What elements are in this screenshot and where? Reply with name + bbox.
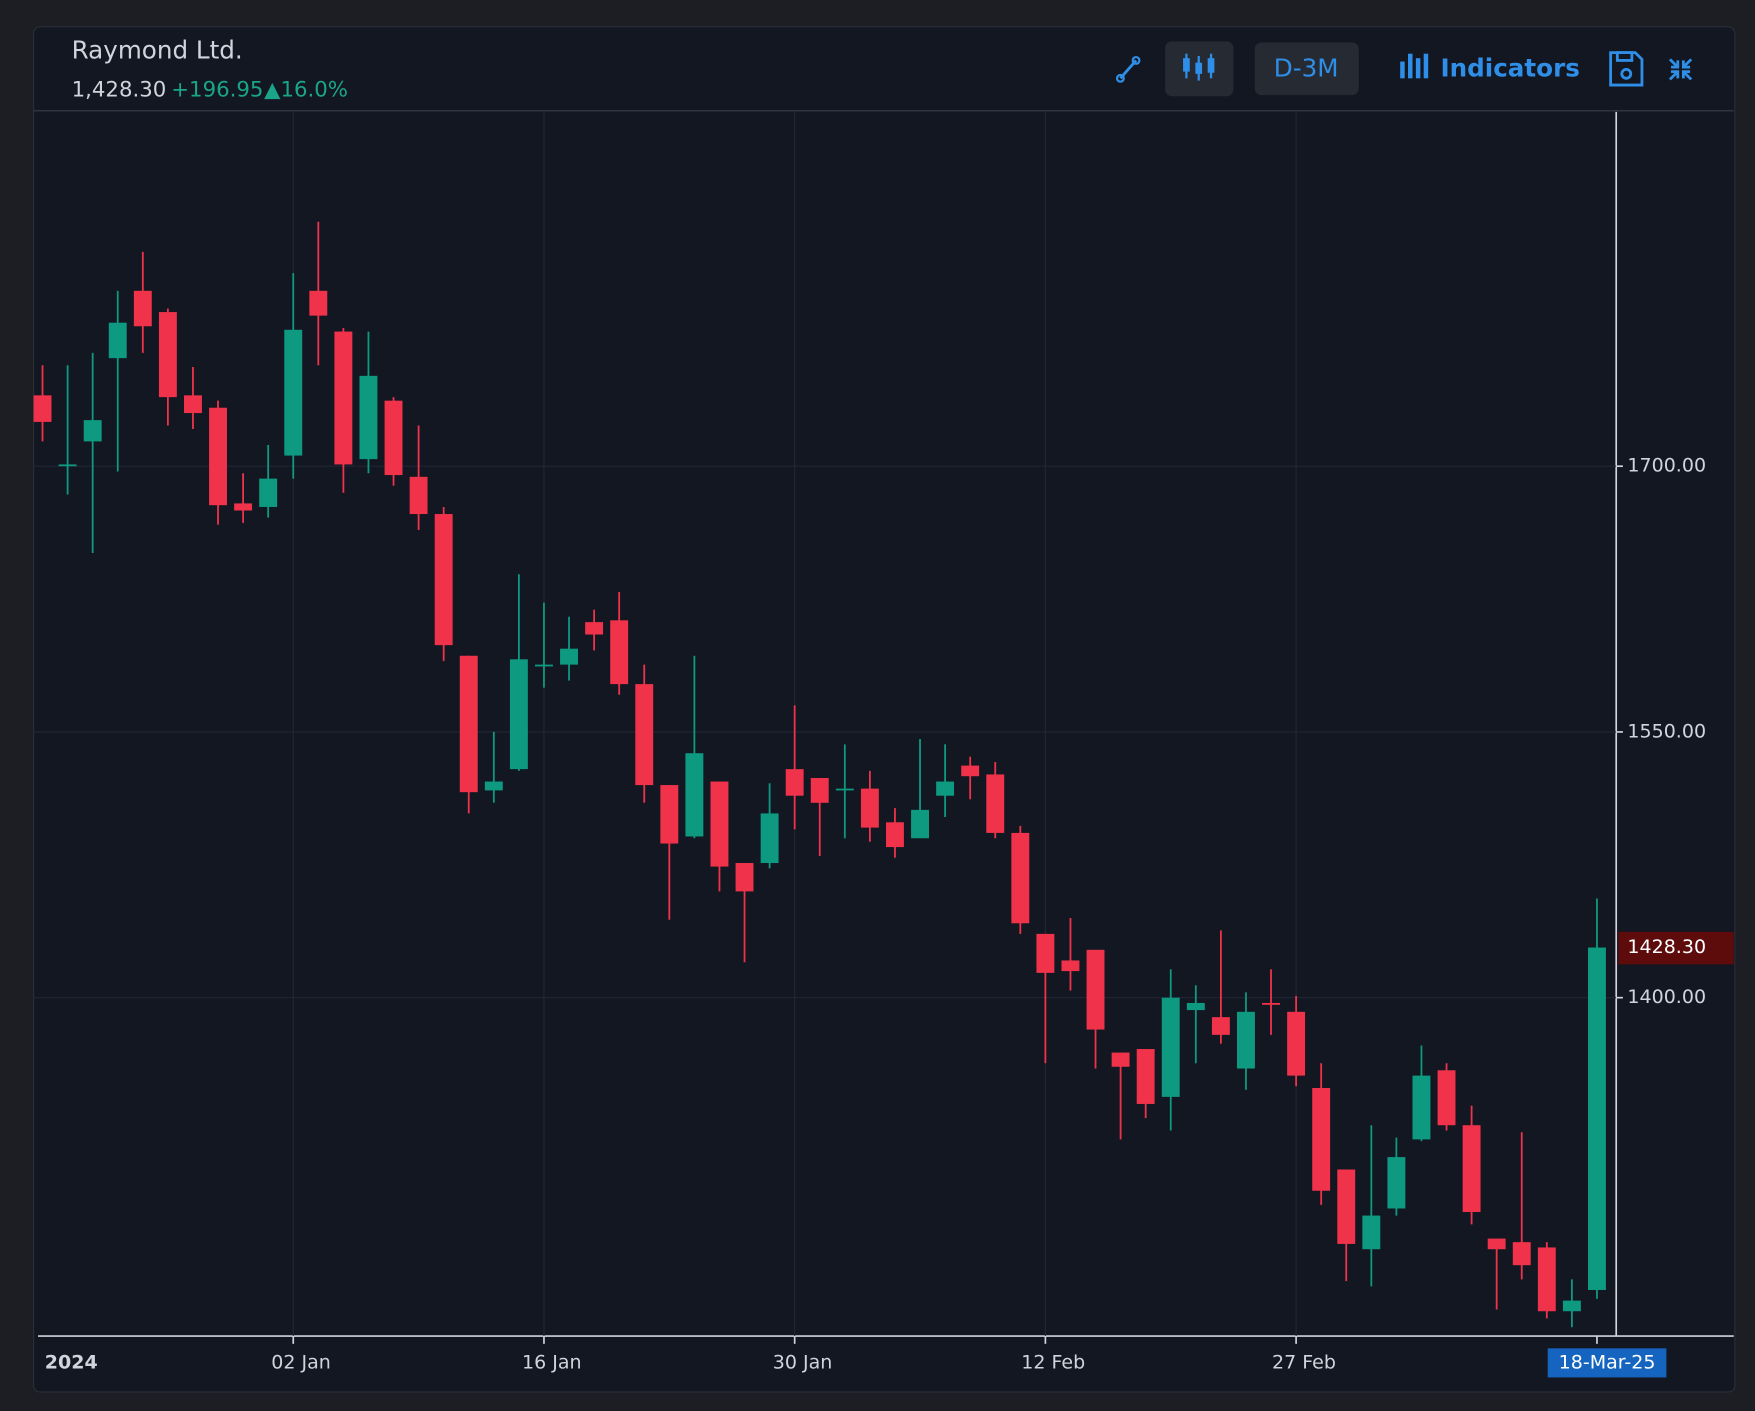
y-tick-label: 1400.00 bbox=[1627, 986, 1706, 1008]
y-tick-label: 1550.00 bbox=[1627, 720, 1706, 742]
candle-body bbox=[986, 774, 1005, 833]
save-button[interactable] bbox=[1609, 51, 1644, 87]
x-tick-label: 27 Feb bbox=[1272, 1351, 1336, 1373]
price-change: +196.95 bbox=[171, 78, 263, 103]
candle-body bbox=[560, 648, 578, 665]
candle-body bbox=[1562, 1300, 1581, 1312]
last-price: 1,428.30 bbox=[72, 78, 167, 103]
candle-body bbox=[459, 655, 478, 793]
candle-body bbox=[1086, 949, 1105, 1030]
candle-body bbox=[635, 684, 654, 786]
candle-body bbox=[1362, 1215, 1381, 1250]
candle-body bbox=[1588, 947, 1606, 1290]
interval-label[interactable]: D-3M bbox=[1274, 53, 1339, 82]
candle-body bbox=[1312, 1088, 1331, 1191]
x-tick-label: 18-Mar-25 bbox=[1559, 1351, 1656, 1373]
candle-body bbox=[911, 809, 929, 839]
indicators-icon[interactable] bbox=[1400, 53, 1429, 79]
candle-body bbox=[334, 331, 353, 465]
candle-body bbox=[1161, 997, 1180, 1097]
candle-body bbox=[158, 312, 177, 398]
candle-body bbox=[735, 863, 754, 892]
candle-body bbox=[309, 290, 328, 316]
candle-body bbox=[1011, 832, 1030, 924]
candle-body bbox=[1036, 933, 1055, 973]
candle-body bbox=[961, 765, 980, 777]
candle-body bbox=[133, 290, 152, 327]
price-change-percent: ▲16.0% bbox=[264, 78, 348, 103]
candle-body bbox=[284, 329, 303, 456]
candles bbox=[33, 221, 1606, 1328]
interval-button[interactable] bbox=[1254, 42, 1359, 96]
candle-body bbox=[810, 777, 829, 803]
candle-body bbox=[936, 781, 955, 796]
candle-body bbox=[359, 375, 378, 460]
candle-body bbox=[259, 478, 278, 507]
last-price-label: 1428.30 bbox=[1627, 936, 1706, 958]
symbol-title: Raymond Ltd. bbox=[72, 35, 243, 64]
candle-body bbox=[1211, 1017, 1230, 1035]
candle-body bbox=[685, 753, 704, 837]
candle-body bbox=[760, 813, 779, 864]
candle-body bbox=[1136, 1049, 1155, 1104]
candle-body bbox=[108, 322, 127, 359]
candle-body bbox=[1462, 1125, 1481, 1213]
indicators-button[interactable]: Indicators bbox=[1440, 53, 1579, 82]
candle-body bbox=[234, 503, 253, 511]
candle-body bbox=[409, 476, 428, 515]
x-tick-label: 30 Jan bbox=[773, 1351, 833, 1373]
candle-body bbox=[1337, 1169, 1356, 1244]
axis-labels: 1400.00 1550.00 1700.00 2024 02 Jan 16 Jan 30 … bbox=[45, 455, 1734, 1378]
candle-body bbox=[33, 395, 52, 422]
candle-body bbox=[1287, 1011, 1306, 1076]
chart-type-button[interactable] bbox=[1165, 41, 1234, 97]
candle-body bbox=[1487, 1238, 1506, 1250]
candle-body bbox=[886, 822, 904, 848]
candle-body bbox=[860, 788, 879, 828]
candle-body bbox=[1111, 1052, 1130, 1067]
candle-body bbox=[1512, 1242, 1531, 1266]
collapse-button[interactable] bbox=[1668, 58, 1693, 81]
chart-panel bbox=[33, 26, 1736, 1393]
candle-body bbox=[1387, 1157, 1406, 1209]
candle-body bbox=[1412, 1075, 1431, 1140]
candle-body bbox=[434, 514, 453, 646]
x-tick-label: 16 Jan bbox=[522, 1351, 582, 1373]
candle-body bbox=[1186, 1002, 1205, 1011]
candle-body bbox=[509, 659, 528, 770]
candle-body bbox=[585, 622, 604, 635]
draw-tool[interactable] bbox=[1115, 55, 1141, 83]
candle-body bbox=[785, 769, 804, 796]
candle-body bbox=[58, 464, 77, 467]
y-tick-label: 1700.00 bbox=[1627, 455, 1706, 477]
candle-body bbox=[1262, 1002, 1280, 1005]
last-price-box bbox=[1618, 931, 1734, 965]
x-tick-label: 2024 bbox=[45, 1351, 98, 1373]
candle-body bbox=[710, 781, 729, 867]
candle-body bbox=[660, 785, 679, 844]
candle-body bbox=[1061, 960, 1080, 972]
x-tick-label: 02 Jan bbox=[271, 1351, 331, 1373]
candle-body bbox=[835, 788, 854, 791]
candle-body bbox=[610, 620, 629, 685]
crosshair-date-box bbox=[1547, 1348, 1667, 1378]
candle-body bbox=[1437, 1070, 1456, 1126]
candle-body bbox=[1237, 1011, 1255, 1069]
candle-body bbox=[484, 781, 503, 791]
candle-body bbox=[384, 400, 403, 476]
candle-body bbox=[1537, 1247, 1556, 1312]
candle-body bbox=[535, 664, 553, 667]
x-tick-label: 12 Feb bbox=[1021, 1351, 1085, 1373]
candle-body bbox=[83, 420, 102, 442]
candle-body bbox=[209, 407, 227, 506]
candle-body bbox=[184, 395, 202, 414]
